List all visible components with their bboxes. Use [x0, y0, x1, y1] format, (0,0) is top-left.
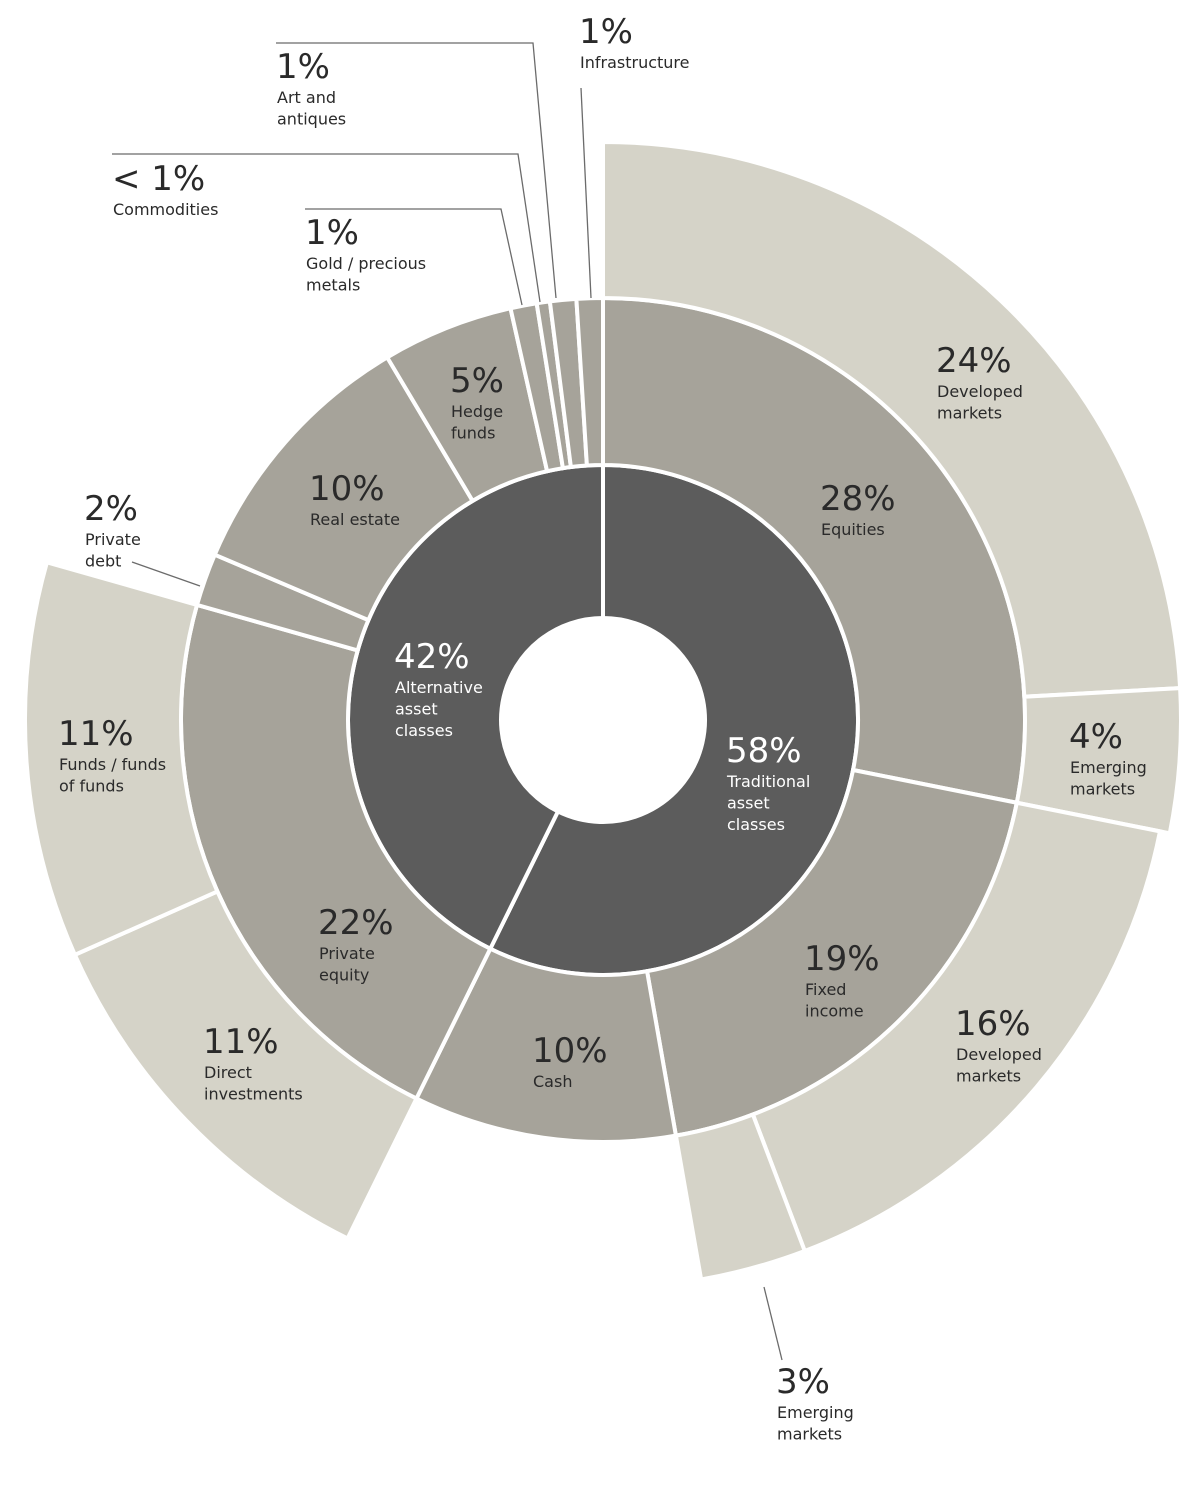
leader-line-infrastructure [580, 87, 592, 299]
category-label-alternative-1: Alternative [395, 678, 483, 697]
category-label-fi-emerging-1: Emerging [777, 1403, 854, 1422]
label-real-estate: 10%Real estate [309, 469, 400, 529]
outer-segment-eq-developed [601, 139, 1183, 699]
pct-label-commodities: < 1% [112, 159, 205, 199]
category-label-eq-developed-1: Developed [937, 382, 1023, 401]
label-equities: 28%Equities [820, 479, 896, 539]
category-label-fixed-income-1: Fixed [805, 980, 846, 999]
chart-segments [23, 139, 1183, 1282]
label-alternative: 42%Alternative asset classes [394, 637, 483, 740]
category-label-commodities-1: Commodities [113, 200, 218, 219]
category-label-private-debt-1: Private [85, 530, 141, 549]
pct-label-private-equity: 22% [318, 903, 394, 943]
category-label-traditional-1: Traditional [726, 772, 810, 791]
category-label-pe-direct-1: Direct [204, 1063, 252, 1082]
pct-label-eq-emerging: 4% [1069, 717, 1123, 757]
category-label-alternative-2: asset [395, 700, 438, 719]
category-label-art-2: antiques [277, 110, 346, 129]
label-infrastructure: 1%Infrastructure [579, 12, 689, 72]
category-label-real-estate-1: Real estate [310, 510, 400, 529]
category-label-gold-2: metals [306, 276, 360, 295]
pct-label-eq-developed: 24% [936, 341, 1012, 381]
outer-segment-pe-funds [23, 559, 221, 958]
label-eq-developed: 24%Developed markets [936, 341, 1023, 423]
category-label-private-equity-2: equity [319, 966, 369, 985]
outer-segment-fi-emerging [673, 1111, 808, 1282]
leader-line-art [276, 42, 557, 299]
label-fi-developed: 16%Developed markets [955, 1004, 1042, 1086]
pct-label-pe-funds: 11% [58, 714, 134, 754]
leader-line-private-debt [131, 561, 201, 587]
pct-label-gold: 1% [305, 213, 359, 253]
leader-line-fi-emerging [763, 1286, 783, 1361]
pct-label-fixed-income: 19% [804, 939, 880, 979]
chart-labels: 58%Traditionalassetclasses42%Alternative… [58, 12, 1147, 1444]
pct-label-alternative: 42% [394, 637, 470, 677]
pct-label-art: 1% [276, 47, 330, 87]
pct-label-cash: 10% [532, 1031, 608, 1071]
pct-label-equities: 28% [820, 479, 896, 519]
label-cash: 10%Cash [532, 1031, 608, 1091]
category-label-eq-emerging-1: Emerging [1070, 758, 1147, 777]
pct-label-real-estate: 10% [309, 469, 385, 509]
pct-label-traditional: 58% [726, 731, 802, 771]
category-label-private-equity-1: Private [319, 944, 375, 963]
pct-label-private-debt: 2% [84, 489, 138, 529]
category-label-alternative-3: classes [395, 721, 453, 740]
label-pe-direct: 11%Direct investments [203, 1022, 303, 1104]
category-label-private-debt-2: debt [85, 552, 121, 571]
pct-label-hedge-funds: 5% [450, 361, 504, 401]
label-eq-emerging: 4%Emerging markets [1069, 717, 1147, 799]
label-art: 1%Art and antiques [276, 47, 346, 129]
category-label-cash-1: Cash [533, 1072, 572, 1091]
label-private-debt: 2%Private debt [84, 489, 141, 571]
category-label-pe-funds-1: Funds / funds [59, 755, 166, 774]
label-private-equity: 22%Private equity [318, 903, 394, 985]
category-label-fi-developed-2: markets [956, 1067, 1021, 1086]
category-label-eq-emerging-2: markets [1070, 780, 1135, 799]
label-fixed-income: 19%Fixed income [804, 939, 880, 1021]
category-label-eq-developed-2: markets [937, 404, 1002, 423]
label-pe-funds: 11%Funds / funds of funds [58, 714, 166, 796]
category-label-hedge-funds-1: Hedge [451, 402, 503, 421]
label-fi-emerging: 3%Emerging markets [776, 1362, 854, 1444]
category-label-art-1: Art and [277, 88, 336, 107]
category-label-fixed-income-2: income [805, 1002, 864, 1021]
leader-lines [112, 42, 783, 1361]
category-label-pe-funds-2: of funds [59, 777, 124, 796]
category-label-hedge-funds-2: funds [451, 424, 495, 443]
pct-label-infrastructure: 1% [579, 12, 633, 52]
pct-label-pe-direct: 11% [203, 1022, 279, 1062]
label-gold: 1%Gold / precious metals [305, 213, 426, 295]
category-label-pe-direct-2: investments [204, 1085, 303, 1104]
category-label-equities-1: Equities [821, 520, 885, 539]
leader-line-commodities [112, 153, 541, 303]
pct-label-fi-emerging: 3% [776, 1362, 830, 1402]
category-label-gold-1: Gold / precious [306, 254, 426, 273]
pct-label-fi-developed: 16% [955, 1004, 1031, 1044]
category-label-traditional-2: asset [727, 794, 770, 813]
label-commodities: < 1%Commodities [112, 159, 218, 219]
category-label-infrastructure-1: Infrastructure [580, 53, 689, 72]
middle-segment-infrastructure [574, 295, 605, 468]
leader-line-gold [305, 208, 523, 306]
category-label-traditional-3: classes [727, 815, 785, 834]
label-traditional: 58%Traditional asset classes [726, 731, 810, 834]
category-label-fi-developed-1: Developed [956, 1045, 1042, 1064]
label-hedge-funds: 5%Hedge funds [450, 361, 504, 443]
category-label-fi-emerging-2: markets [777, 1425, 842, 1444]
